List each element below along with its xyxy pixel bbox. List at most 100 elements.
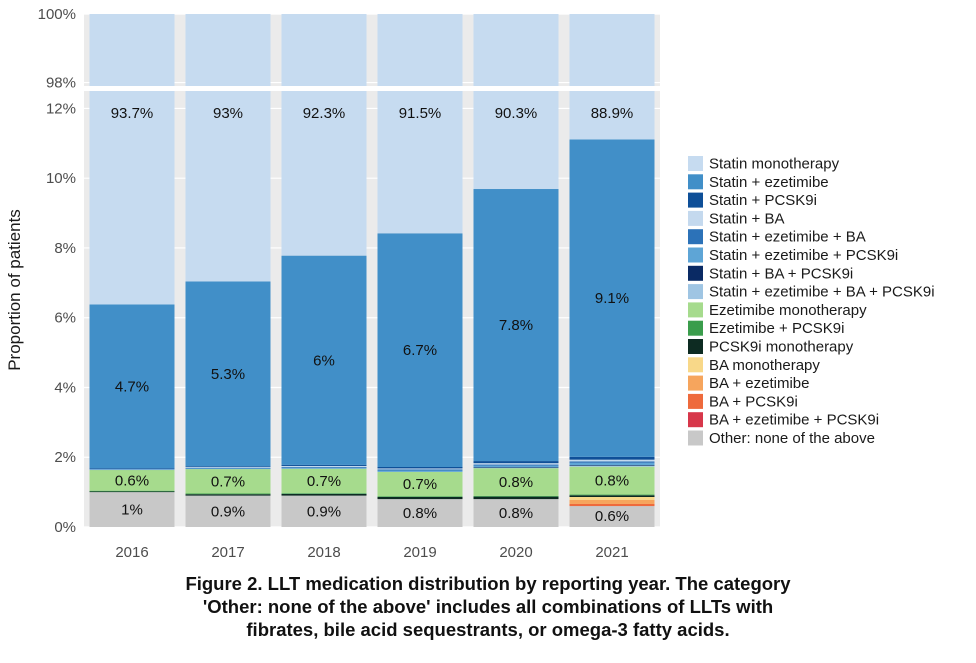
bar-statin-ezetimibe-ba-2016 — [89, 469, 175, 470]
data-label-statin-ezetimibe: 4.7% — [115, 378, 149, 395]
bar-ezetimibe-monotherapy-2017 — [185, 469, 271, 494]
bar-statin-ezetimibe-ba-2020 — [473, 464, 559, 466]
bar-statin-ba-2019 — [377, 468, 463, 470]
bar-other-none-of-the-above-2016 — [89, 492, 175, 527]
legend-label-statin-ezetimibe: Statin + ezetimibe — [709, 174, 829, 191]
legend-label-statin-pcsk9i: Statin + PCSK9i — [709, 192, 817, 209]
bar-statin-monotherapy-2019-upper — [377, 14, 463, 86]
legend-swatch-statin-ezetimibe-ba — [688, 229, 703, 245]
bar-other-none-of-the-above-2021 — [569, 506, 655, 527]
data-label-statin-ezetimibe: 7.8% — [499, 317, 533, 334]
data-label-statin-ezetimibe: 6.7% — [403, 342, 437, 359]
legend-label-statin-ezetimibe-ba: Statin + ezetimibe + BA — [709, 229, 866, 246]
data-label-statin-ezetimibe: 6% — [313, 352, 335, 369]
bar-statin-monotherapy-2019 — [377, 91, 463, 234]
data-label-other-none-of-the-above: 0.8% — [499, 505, 533, 522]
bar-other-none-of-the-above-2018 — [281, 495, 367, 527]
bars — [89, 14, 655, 527]
bar-statin-ezetimibe-2016 — [89, 304, 175, 469]
y-tick-label: 100% — [38, 6, 76, 23]
bar-ezetimibe-pcsk9i-2018 — [281, 493, 367, 494]
legend-label-statin-ezetimibe-pcsk9i: Statin + ezetimibe + PCSK9i — [709, 247, 898, 264]
data-label-ezetimibe-monotherapy: 0.7% — [403, 476, 437, 493]
legend-label-ba-ezetimibe: BA + ezetimibe — [709, 375, 809, 392]
data-label-statin-ezetimibe: 5.3% — [211, 366, 245, 383]
legend-label-ezetimibe-pcsk9i: Ezetimibe + PCSK9i — [709, 320, 844, 337]
bar-ezetimibe-monotherapy-2019 — [377, 471, 463, 497]
legend-swatch-statin-ba — [688, 210, 703, 226]
legend-swatch-statin-ba-pcsk9i — [688, 265, 703, 281]
data-label-statin-monotherapy: 93.7% — [111, 105, 154, 122]
bar-statin-monotherapy-2017-upper — [185, 14, 271, 86]
bar-ezetimibe-pcsk9i-2016 — [89, 490, 175, 492]
data-label-statin-monotherapy: 93% — [213, 105, 243, 122]
legend-swatch-ba-ezetimibe — [688, 375, 703, 391]
data-label-other-none-of-the-above: 0.8% — [403, 505, 437, 522]
bar-statin-ba-2016 — [89, 468, 175, 470]
bar-statin-ezetimibe-ba-2021 — [569, 461, 655, 463]
data-label-statin-monotherapy: 91.5% — [399, 105, 442, 122]
bar-ezetimibe-pcsk9i-2017 — [185, 493, 271, 495]
bar-statin-ezetimibe-ba-2017 — [185, 467, 271, 469]
y-axis-label: Proportion of patients — [5, 209, 24, 371]
y-tick-label: 12% — [46, 100, 76, 117]
bar-statin-ezetimibe-pcsk9i-2019 — [377, 470, 463, 472]
x-tick-label: 2016 — [115, 544, 148, 561]
legend-swatch-ezetimibe-pcsk9i — [688, 320, 703, 336]
legend-swatch-ezetimibe-monotherapy — [688, 302, 703, 318]
y-tick-label: 10% — [46, 170, 76, 187]
caption-line-2: 'Other: none of the above' includes all … — [202, 596, 774, 617]
y-tick-label: 4% — [54, 379, 76, 396]
bar-statin-ezetimibe-ba-2019 — [377, 469, 463, 471]
y-tick-label: 8% — [54, 240, 76, 257]
legend-swatch-statin-pcsk9i — [688, 192, 703, 208]
chart: 0% 2% 4% 6% 8% 10% 12% 98% 100% 2016 2017 2018 2019 2… — [5, 6, 935, 561]
bar-pcsk9i-monotherapy-2021 — [569, 495, 655, 498]
bar-ezetimibe-pcsk9i-2019 — [377, 496, 463, 498]
y-tick-label: 2% — [54, 449, 76, 466]
legend-label-ba-ezetimibe-pcsk9i: BA + ezetimibe + PCSK9i — [709, 412, 879, 429]
bar-statin-ezetimibe-2021 — [569, 139, 655, 457]
bar-statin-monotherapy-2021-upper — [569, 14, 655, 86]
legend-swatch-pcsk9i-monotherapy — [688, 339, 703, 354]
bar-statin-ba-2017 — [185, 467, 271, 468]
data-label-ezetimibe-monotherapy: 0.6% — [115, 472, 149, 489]
legend-label-statin-monotherapy: Statin monotherapy — [709, 156, 840, 173]
upper-panel-bg — [84, 14, 660, 86]
data-label-other-none-of-the-above: 1% — [121, 502, 143, 519]
y-tick-label: 98% — [46, 75, 76, 92]
bar-statin-ba-2021 — [569, 459, 655, 462]
bar-statin-ezetimibe-pcsk9i-2018 — [281, 467, 367, 469]
legend-swatch-ba-pcsk9i — [688, 393, 703, 409]
data-label-other-none-of-the-above: 0.6% — [595, 508, 629, 525]
data-label-statin-monotherapy: 92.3% — [303, 105, 346, 122]
bar-statin-pcsk9i-2021 — [569, 456, 655, 460]
bar-statin-ezetimibe-pcsk9i-2021 — [569, 462, 655, 466]
data-label-ezetimibe-monotherapy: 0.7% — [211, 473, 245, 490]
bar-statin-ba-pcsk9i-2020 — [473, 467, 559, 468]
bar-pcsk9i-monotherapy-2020 — [473, 496, 559, 500]
lower-panel-bg — [84, 91, 660, 527]
x-tick-label: 2017 — [211, 544, 244, 561]
bar-statin-ezetimibe-pcsk9i-2016 — [89, 469, 175, 471]
bar-statin-monotherapy-2020-upper — [473, 14, 559, 86]
data-label-ezetimibe-monotherapy: 0.7% — [307, 473, 341, 490]
bar-ba-pcsk9i-2021 — [569, 503, 655, 507]
legend-swatch-other-none-of-the-above — [688, 430, 703, 446]
bar-statin-ezetimibe-ba-pcsk9i-2021 — [569, 465, 655, 467]
data-label-statin-ezetimibe: 9.1% — [595, 290, 629, 307]
bar-other-none-of-the-above-2017 — [185, 495, 271, 527]
bar-statin-ba-2020 — [473, 463, 559, 465]
bar-statin-monotherapy-2021 — [569, 91, 655, 140]
bar-ezetimibe-monotherapy-2021 — [569, 466, 655, 495]
bar-ezetimibe-pcsk9i-2020 — [473, 495, 559, 497]
bar-ezetimibe-pcsk9i-2021 — [569, 494, 655, 496]
axis-ticks: 0% 2% 4% 6% 8% 10% 12% 98% 100% 2016 2017 2018 2019 2… — [38, 6, 629, 561]
bar-statin-ezetimibe-pcsk9i-2020 — [473, 465, 559, 468]
x-tick-label: 2018 — [307, 544, 340, 561]
bar-other-none-of-the-above-2019 — [377, 499, 463, 527]
y-tick-label: 0% — [54, 519, 76, 536]
bar-ba-ezetimibe-2021 — [569, 499, 655, 504]
bar-ba-monotherapy-2021 — [569, 497, 655, 500]
bar-statin-pcsk9i-2019 — [377, 467, 463, 469]
